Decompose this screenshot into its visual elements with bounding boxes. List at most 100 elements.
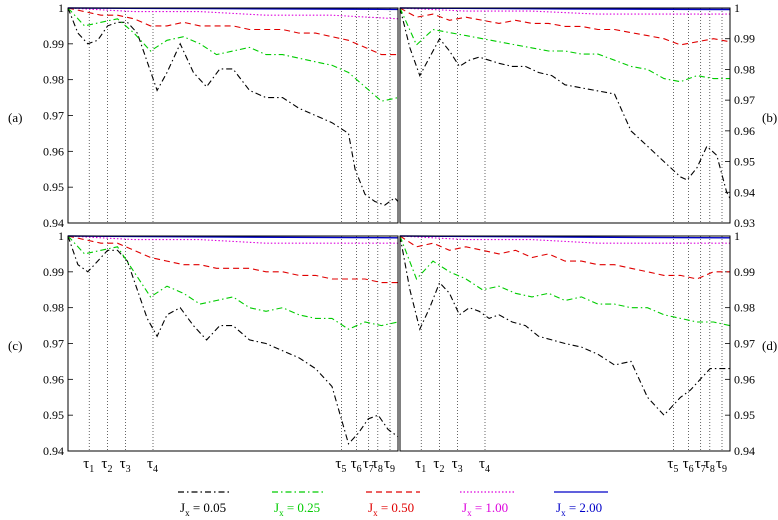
tau-subscript: 2 bbox=[439, 464, 444, 475]
tau-label-2: τ2 bbox=[101, 456, 112, 475]
tau-symbol: τ bbox=[101, 456, 107, 472]
tau-symbol: τ bbox=[415, 456, 421, 472]
y-tick-label: 0.97 bbox=[734, 93, 755, 107]
tau-symbol: τ bbox=[384, 456, 390, 472]
y-tick-label: 0.99 bbox=[734, 265, 755, 279]
y-tick-label: 0.95 bbox=[734, 155, 755, 169]
tau-label-7: τ7 bbox=[695, 456, 706, 475]
panel-b: 1 0.99 0.98 0.97 0.96 0.95 0.94 0.93 (b) bbox=[399, 1, 777, 230]
y-tick-label: 0.93 bbox=[734, 216, 755, 230]
tau-subscript: 8 bbox=[710, 464, 715, 475]
y-tick-label: 1 bbox=[58, 229, 64, 243]
y-tick-label: 0.96 bbox=[43, 372, 64, 386]
y-tick-label: 0.97 bbox=[43, 109, 64, 123]
tau-label-9: τ9 bbox=[716, 456, 727, 475]
legend-item-jx-200: Jx = 2.00 bbox=[554, 491, 608, 518]
tau-label-7: τ7 bbox=[363, 456, 374, 475]
legend-item-jx-025: Jx = 0.25 bbox=[272, 491, 326, 518]
tau-subscript: 5 bbox=[341, 464, 346, 475]
panel-tag: (c) bbox=[8, 338, 22, 353]
y-tick-label: 1 bbox=[734, 229, 740, 243]
tau-label-3: τ3 bbox=[452, 456, 463, 475]
series-jx-100 bbox=[399, 7, 730, 15]
series-jx-050 bbox=[67, 7, 398, 56]
y-tick-label: 0.95 bbox=[734, 408, 755, 422]
y-tick-label: 0.97 bbox=[734, 337, 755, 351]
tau-symbol: τ bbox=[716, 456, 722, 472]
tau-label-8: τ8 bbox=[372, 456, 383, 475]
tau-symbol: τ bbox=[83, 456, 89, 472]
tau-symbol: τ bbox=[120, 456, 126, 472]
tau-symbol: τ bbox=[433, 456, 439, 472]
series-jx-100 bbox=[67, 235, 398, 244]
series-jx-050 bbox=[399, 7, 731, 46]
tau-label-1: τ1 bbox=[415, 456, 426, 475]
series-jx-100 bbox=[399, 235, 730, 244]
y-tick-label: 0.96 bbox=[734, 124, 755, 138]
tau-symbol: τ bbox=[695, 456, 701, 472]
tau-subscript: 8 bbox=[378, 464, 383, 475]
y-tick-label: 0.98 bbox=[43, 301, 64, 315]
legend-item-jx-050: Jx = 0.50 bbox=[366, 491, 420, 518]
panel-c: 1 0.99 0.98 0.97 0.96 0.95 0.94 (c) bbox=[8, 229, 399, 458]
legend-label: Jx = 0.25 bbox=[274, 500, 320, 518]
tau-subscript: 7 bbox=[369, 464, 374, 475]
tau-subscript: 4 bbox=[153, 464, 158, 475]
series-jx-005 bbox=[399, 7, 731, 199]
tau-subscript: 9 bbox=[722, 464, 727, 475]
series-jx-025 bbox=[67, 7, 399, 102]
tau-label-1: τ1 bbox=[83, 456, 94, 475]
tau-subscript: 5 bbox=[673, 464, 678, 475]
y-tick-label: 0.94 bbox=[734, 444, 755, 458]
panel-a: 1 0.99 0.98 0.97 0.96 0.95 0.94 (a) bbox=[8, 1, 399, 230]
y-tick-label: 0.99 bbox=[734, 32, 755, 46]
tau-subscript: 6 bbox=[689, 464, 694, 475]
tau-symbol: τ bbox=[704, 456, 710, 472]
tau-label-9: τ9 bbox=[384, 456, 395, 475]
panel-frame bbox=[399, 7, 731, 224]
series-jx-100 bbox=[67, 7, 399, 20]
tau-label-8: τ8 bbox=[704, 456, 715, 475]
y-tick-label: 0.95 bbox=[43, 180, 64, 194]
legend-label: Jx = 2.00 bbox=[556, 500, 602, 518]
panel-tag: (d) bbox=[762, 338, 777, 353]
tau-label-3: τ3 bbox=[120, 456, 131, 475]
series-jx-005 bbox=[67, 235, 399, 445]
tau-label-6: τ6 bbox=[683, 456, 694, 475]
y-tick-label: 0.99 bbox=[43, 265, 64, 279]
series-jx-050 bbox=[399, 235, 730, 280]
panel-frame bbox=[67, 7, 399, 224]
tau-label-5: τ5 bbox=[335, 456, 346, 475]
panel-d: 1 0.99 0.98 0.97 0.96 0.95 0.94 (d) bbox=[399, 229, 777, 458]
panel-frame bbox=[67, 235, 399, 452]
legend-item-jx-100: Jx = 1.00 bbox=[460, 491, 514, 518]
tau-symbol: τ bbox=[351, 456, 357, 472]
series-jx-005 bbox=[67, 7, 399, 206]
tau-symbol: τ bbox=[683, 456, 689, 472]
panels-layer: 1 0.99 0.98 0.97 0.96 0.95 0.94 (a) 1 0.99 0.98 0.9… bbox=[8, 1, 777, 458]
y-tick-label: 0.94 bbox=[43, 444, 64, 458]
tau-subscript: 2 bbox=[107, 464, 112, 475]
tau-subscript: 9 bbox=[390, 464, 395, 475]
y-tick-label: 0.96 bbox=[43, 144, 64, 158]
tau-symbol: τ bbox=[479, 456, 485, 472]
legend-label: Jx = 0.50 bbox=[368, 500, 414, 518]
legend-label: Jx = 0.05 bbox=[180, 500, 226, 518]
panel-tag: (b) bbox=[762, 110, 777, 125]
legend-item-jx-005: Jx = 0.05 bbox=[178, 491, 232, 518]
y-tick-label: 0.94 bbox=[43, 216, 64, 230]
panel-frame bbox=[399, 235, 731, 452]
series-jx-025 bbox=[399, 7, 730, 83]
legend: Jx = 0.05 Jx = 0.25 Jx = 0.50 Jx = 1.00 Jx =… bbox=[178, 491, 608, 518]
tau-symbol: τ bbox=[335, 456, 341, 472]
series-jx-025 bbox=[399, 235, 731, 327]
tau-label-4: τ4 bbox=[147, 456, 158, 475]
tau-label-6: τ6 bbox=[351, 456, 362, 475]
tau-label-5: τ5 bbox=[667, 456, 678, 475]
tau-subscript: 7 bbox=[701, 464, 706, 475]
tau-subscript: 6 bbox=[357, 464, 362, 475]
panel-tag: (a) bbox=[8, 110, 22, 125]
y-tick-label: 0.94 bbox=[734, 185, 755, 199]
series-jx-005 bbox=[399, 235, 730, 417]
y-tick-label: 0.98 bbox=[734, 301, 755, 315]
